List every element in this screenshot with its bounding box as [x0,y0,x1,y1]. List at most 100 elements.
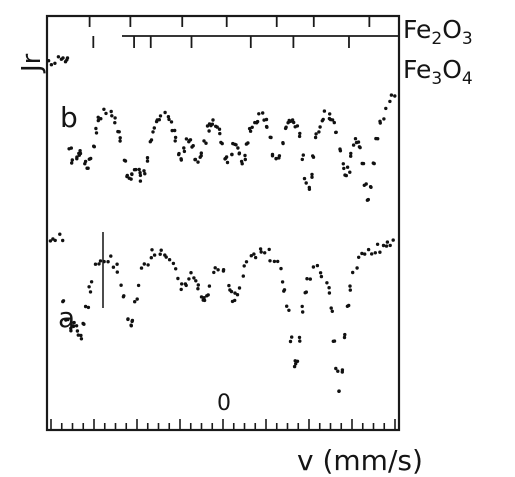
data-point [134,167,138,172]
data-point [373,251,377,255]
data-point [330,118,335,122]
data-point [109,254,113,258]
data-point [69,326,73,331]
data-point [130,172,134,177]
data-point [351,270,355,275]
data-point [242,264,246,268]
data-point [297,134,302,139]
data-point [149,256,153,260]
data-point [88,290,93,294]
data-point [391,238,395,242]
data-point [115,270,120,274]
data-point [67,147,71,151]
data-point [97,262,101,266]
data-point [199,295,204,299]
data-point [244,260,249,264]
data-point [298,339,302,343]
data-point [184,137,189,141]
data-point [277,154,282,158]
data-point [170,128,174,133]
data-point [93,262,98,266]
data-point [311,265,316,269]
data-point [295,124,300,128]
data-point [362,183,366,187]
data-point [164,255,168,259]
data-point [301,153,305,157]
data-point [78,149,82,153]
data-point [66,317,70,322]
data-point [378,250,382,254]
data-point [196,287,200,291]
data-point [389,93,394,97]
data-point [202,298,207,303]
data-point [213,266,217,270]
data-point [263,251,267,255]
data-point [65,56,70,60]
data-point [182,146,186,150]
data-point [297,335,302,340]
data-point [269,135,273,140]
data-point [174,267,178,271]
data-point [348,284,352,288]
data-point [89,156,93,161]
data-point [113,116,117,120]
data-point [70,161,74,165]
data-point [102,107,106,112]
data-point [82,322,86,326]
data-point [92,145,97,149]
data-point [109,109,113,114]
data-point [169,120,174,124]
data-point [370,252,374,256]
data-point [344,173,348,178]
data-point [332,120,336,125]
data-point [317,130,321,134]
data-point [96,118,101,123]
data-point [58,232,62,236]
data-point [133,300,137,304]
data-point [96,115,100,120]
data-point [385,240,390,244]
data-point [171,261,176,266]
data-point [94,126,98,131]
data-point [237,152,241,156]
data-point [340,370,344,374]
data-point [227,283,231,288]
data-point [368,185,373,189]
data-point [244,142,249,146]
data-point [142,262,146,266]
data-point [106,260,110,264]
data-point [292,364,297,369]
data-point [139,266,144,270]
data-point [176,276,180,281]
data-point [353,137,358,141]
data-point [61,299,66,303]
data-point [192,276,196,280]
data-point [314,132,318,136]
data-point [253,255,258,260]
data-point [259,250,263,254]
data-point [258,247,263,251]
series-a-points [48,232,395,393]
data-point [79,333,83,338]
data-point [225,160,230,165]
data-point [301,310,305,314]
data-point [110,114,114,118]
data-point [250,125,254,129]
reference-ticks [88,16,371,48]
data-point [118,139,122,143]
data-point [382,117,386,121]
data-point [151,130,155,134]
data-point [83,304,88,309]
data-point [158,114,163,118]
data-point [345,165,350,169]
data-point [207,284,212,288]
data-point [230,299,235,304]
data-point [249,254,253,258]
data-point [99,117,103,121]
data-point [357,255,361,259]
data-point [349,151,353,156]
data-point [294,362,298,366]
data-point [61,56,65,60]
data-point [75,329,80,333]
data-point [111,265,116,269]
